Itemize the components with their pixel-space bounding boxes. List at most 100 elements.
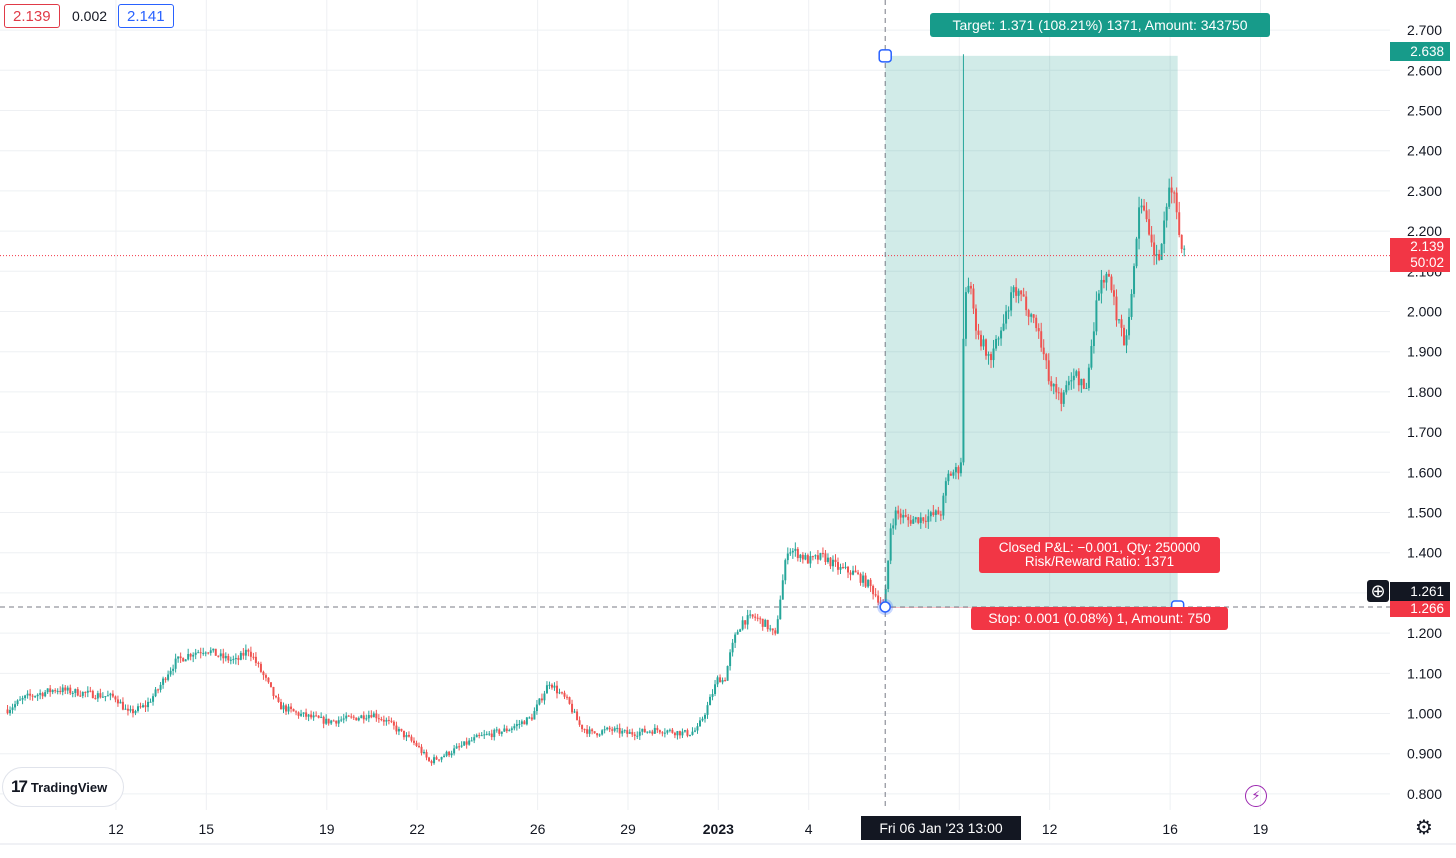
candle-body	[987, 354, 990, 356]
candle-body	[613, 728, 616, 731]
candle-body	[1027, 310, 1030, 317]
candle-body	[41, 693, 44, 697]
candle-body	[290, 706, 293, 709]
candle-body	[1183, 248, 1186, 250]
candle-body	[1047, 360, 1050, 382]
candle-body	[724, 680, 727, 682]
candle-body	[1010, 292, 1013, 311]
candle-body	[1020, 290, 1023, 295]
candle-body	[515, 724, 518, 727]
candle-body	[440, 757, 443, 760]
y-tick-label: 2.500	[1407, 103, 1442, 119]
x-tick-label: 29	[620, 821, 636, 837]
candle-body	[631, 732, 634, 735]
candle-body	[548, 684, 551, 686]
candle-body	[683, 730, 686, 732]
candle-body	[656, 727, 659, 731]
price-axis[interactable]: 0.8000.9001.0001.1001.2001.3001.4001.500…	[1407, 22, 1442, 802]
candle-body	[779, 599, 782, 620]
candle-body	[350, 716, 353, 718]
position-zones[interactable]	[885, 55, 1178, 608]
candle-body	[262, 671, 265, 676]
ask-price[interactable]: 2.141	[118, 4, 174, 28]
candle-body	[287, 706, 290, 712]
candle-body	[380, 718, 383, 720]
candle-body	[169, 670, 172, 675]
candle-body	[969, 285, 972, 289]
candles	[6, 54, 1186, 766]
tradingview-wordmark: TradingView	[30, 779, 108, 795]
candle-body	[505, 728, 508, 732]
candle-body	[16, 700, 19, 705]
entry-handle	[879, 601, 891, 613]
candle-body	[1062, 392, 1065, 404]
candle-body	[61, 687, 64, 693]
candle-body	[152, 696, 155, 702]
candle-body	[1077, 371, 1080, 386]
candle-body	[91, 690, 94, 699]
target-label: Target: 1.371 (108.21%) 1371, Amount: 34…	[930, 13, 1270, 37]
candle-body	[937, 510, 940, 515]
candle-body	[849, 572, 852, 575]
candle-body	[478, 734, 481, 736]
candle-body	[347, 715, 350, 717]
candle-body	[187, 653, 190, 660]
candle-body	[234, 657, 237, 660]
candle-body	[19, 699, 22, 701]
candle-body	[101, 696, 104, 698]
candle-body	[826, 557, 829, 562]
candle-body	[154, 689, 157, 697]
candle-body	[706, 705, 709, 715]
candle-body	[503, 728, 506, 732]
candle-body	[857, 572, 860, 574]
gear-icon[interactable]: ⚙	[1415, 817, 1433, 839]
candle-body	[1105, 273, 1108, 283]
candle-body	[821, 553, 824, 555]
pnl-label: Closed P&L: −0.001, Qty: 250000 Risk/Rew…	[979, 537, 1220, 573]
candle-body	[854, 570, 857, 573]
candle-body	[663, 732, 666, 734]
candle-body	[302, 712, 305, 714]
candle-body	[1117, 319, 1120, 321]
candle-body	[144, 705, 147, 708]
candle-body	[280, 701, 283, 710]
candle-body	[806, 555, 809, 564]
candle-body	[249, 651, 252, 657]
candle-body	[310, 714, 313, 718]
spread-value: 0.002	[72, 8, 108, 24]
y-tick-label: 1.700	[1407, 424, 1442, 440]
tradingview-logo[interactable]: 17 TradingView	[3, 768, 123, 806]
candle-body	[1017, 290, 1020, 296]
candle-body	[520, 721, 523, 724]
candle-body	[232, 659, 235, 661]
candle-body	[204, 652, 207, 654]
candle-body	[643, 728, 646, 733]
candle-body	[199, 652, 202, 654]
y-tick-label: 2.600	[1407, 62, 1442, 78]
candle-body	[495, 729, 498, 731]
x-tick-label: 15	[199, 821, 215, 837]
candle-body	[387, 719, 390, 721]
bid-price[interactable]: 2.139	[4, 4, 60, 28]
candle-body	[277, 697, 280, 702]
candle-body	[872, 585, 875, 595]
candle-body	[571, 703, 574, 713]
candle-body	[638, 731, 641, 736]
candle-body	[1160, 243, 1163, 260]
candle-body	[939, 514, 942, 516]
lightning-icon[interactable]: ⚡	[1245, 785, 1267, 807]
candle-body	[693, 730, 696, 732]
x-tick-label: 19	[1253, 821, 1269, 837]
time-axis[interactable]: 8121519222629202349121619	[0, 821, 1268, 837]
candle-body	[842, 567, 845, 569]
candle-body	[1022, 294, 1025, 297]
candle-body	[1045, 354, 1048, 361]
candle-body	[237, 657, 240, 660]
crosshair-add-icon[interactable]: ⊕	[1367, 580, 1389, 602]
candle-body	[671, 729, 674, 733]
candle-body	[1125, 335, 1128, 346]
candle-body	[794, 548, 797, 551]
candle-body	[362, 715, 365, 720]
candle-body	[573, 711, 576, 713]
